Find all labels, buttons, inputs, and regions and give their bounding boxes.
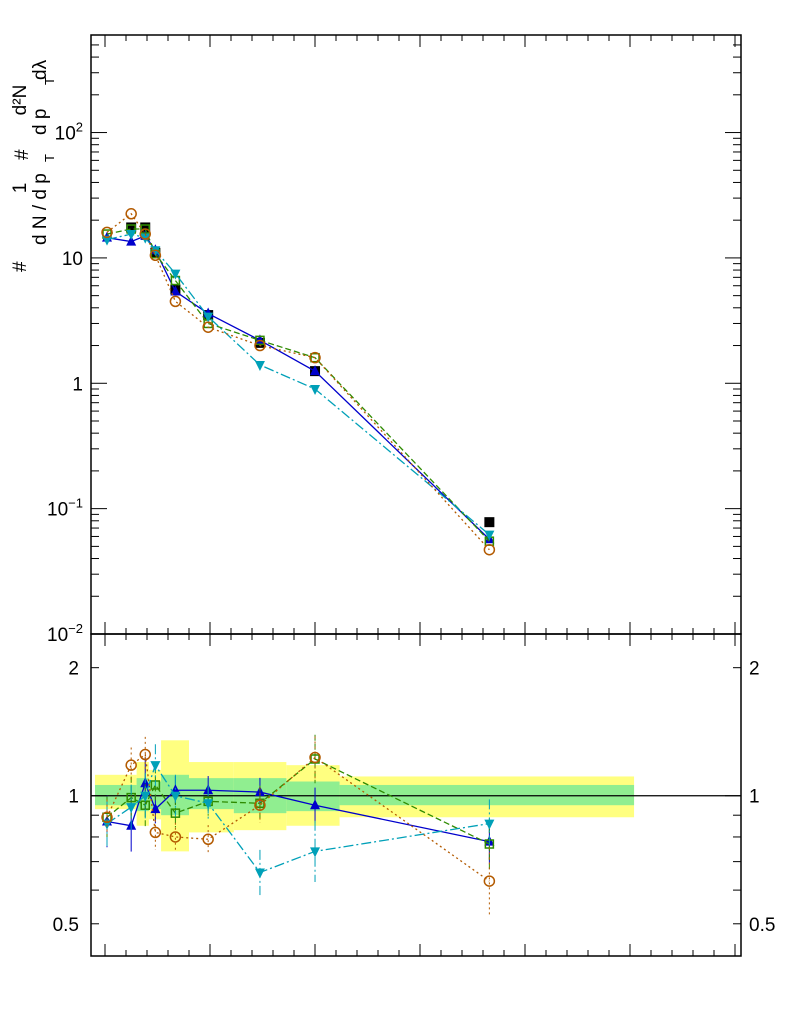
ratio-point (139, 748, 151, 761)
ratio-point (310, 847, 321, 858)
ratio-point (170, 791, 181, 802)
ylabel-hash-1: # (10, 261, 31, 272)
main-point (140, 222, 151, 233)
main-series-line (106, 235, 490, 540)
ylabel-lambda: dλ (30, 59, 51, 80)
ratio-point (484, 819, 495, 830)
main-y-tick-label: 10−2 (47, 621, 83, 646)
main-point (484, 530, 495, 541)
ratio-point (483, 875, 496, 887)
main-point (484, 517, 495, 528)
main-point (170, 285, 181, 296)
ratio-y-tick-label: 0.5 (53, 915, 79, 936)
main-point (483, 543, 496, 556)
ratio-point (125, 759, 137, 771)
main-series-line (106, 233, 490, 536)
main-y-tick-label: 102 (55, 120, 83, 145)
main-point (139, 228, 151, 240)
main-point (170, 269, 181, 280)
ylabel-hash-2: # (12, 149, 33, 160)
main-frame (90, 34, 742, 635)
main-point (125, 208, 137, 220)
main-point (203, 312, 214, 323)
ratio-point (254, 868, 265, 879)
ylabel-inner-denominator: d p (30, 109, 51, 135)
ratio-point (169, 831, 182, 843)
main-point (310, 352, 320, 363)
ratio-y-tick-label-right: 1 (749, 787, 760, 808)
main-point (101, 226, 113, 239)
ylabel-inner-numerator: d²N (10, 85, 31, 116)
main-point (126, 235, 137, 246)
ratio-y-tick-label-right: 0.5 (749, 915, 775, 936)
ratio-point (202, 833, 214, 846)
ylabel-inner-denominator-subscript: T (42, 77, 57, 85)
ratio-point (170, 808, 181, 818)
ratio-y-tick-label: 1 (68, 787, 79, 808)
ratio-point (101, 811, 113, 824)
ylabel-numerator: 1 (10, 183, 31, 194)
ratio-point (310, 799, 321, 810)
ylabel-denominator: d N / d p (30, 173, 51, 245)
main-y-tick-label: 10−1 (47, 496, 83, 521)
main-y-tick-label: 10 (62, 249, 83, 270)
ratio-point (203, 799, 214, 810)
ratio-y-tick-label-right: 2 (749, 659, 760, 680)
ylabel-denominator-subscript: T (42, 154, 57, 162)
y-axis-label: # 1 d N / d p T # d²N d p T dλ (10, 59, 57, 272)
ratio-point (309, 751, 321, 764)
ratio-point (254, 799, 266, 811)
ratio-frame (90, 633, 742, 957)
ratio-point (140, 791, 151, 802)
main-point (254, 339, 266, 352)
main-panel: 10−2 10−1 1 10 102 (47, 34, 742, 646)
main-point (255, 335, 265, 346)
main-point (254, 360, 265, 371)
main-point (169, 295, 182, 308)
main-point (309, 351, 321, 364)
main-y-tick-label: 1 (72, 374, 83, 395)
main-point (149, 249, 162, 262)
main-point (310, 365, 321, 376)
main-point (102, 235, 112, 246)
main-point (310, 385, 321, 396)
main-point (140, 224, 150, 234)
ratio-y-tick-label: 2 (68, 659, 79, 680)
main-point (126, 230, 137, 241)
main-point (202, 321, 214, 333)
main-point (126, 222, 137, 233)
ratio-point (126, 803, 137, 814)
ratio-point (150, 761, 161, 772)
ratio-point (149, 826, 162, 839)
ratio-panel: 0.5 0.5 1 1 2 2 (53, 633, 775, 957)
